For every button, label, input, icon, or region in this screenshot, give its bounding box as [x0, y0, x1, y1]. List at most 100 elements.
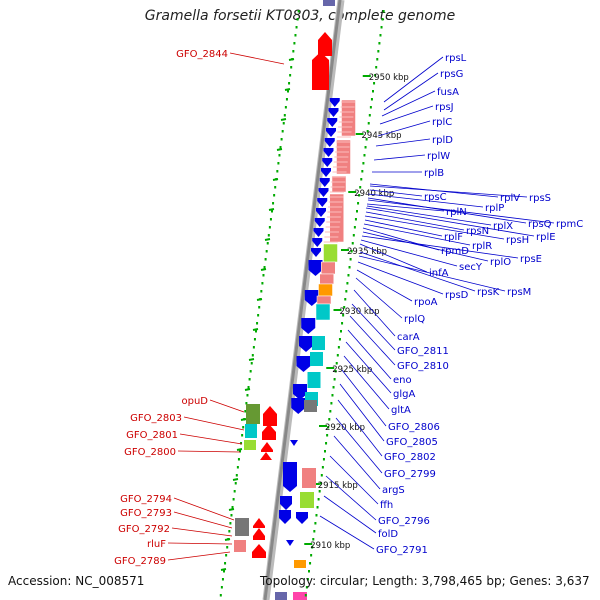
right-outer-dots [325, 442, 328, 445]
right-outer-dots [340, 330, 342, 333]
right-leader-line [364, 215, 505, 240]
reverse-gene-arrow [324, 138, 335, 147]
reverse-gene-arrow [301, 318, 316, 334]
reverse-gene-arrow [316, 208, 326, 217]
right-outer-dots [338, 338, 341, 341]
left-outer-dots [257, 314, 260, 317]
left-outer-dots [265, 250, 268, 253]
left-outer-dots [245, 402, 248, 405]
right-gene-label: rpsL [445, 53, 467, 64]
right-gene-label: rplR [472, 241, 492, 252]
left-outer-dots [266, 242, 269, 245]
reverse-gene-arrow [313, 228, 324, 237]
right-gene-label: folD [378, 529, 398, 540]
left-gene-label: opuD [181, 396, 208, 407]
reverse-gene-arrow [314, 218, 325, 227]
left-outer-dots [264, 258, 267, 261]
right-leader-line [347, 329, 392, 380]
gene-product-box [331, 175, 347, 193]
gene-product-box [321, 261, 336, 275]
right-outer-dots [306, 578, 309, 581]
gene-product-box [341, 99, 356, 137]
left-ring-tick [220, 568, 227, 571]
forward-gene-arrow [253, 528, 265, 540]
right-gene-label: GFO_2796 [378, 516, 430, 527]
reverse-gene-arrow [323, 148, 334, 157]
gene-product-box [329, 193, 344, 243]
right-gene-label: rplV [500, 193, 520, 204]
left-leader-line [167, 542, 233, 545]
right-leader-line [381, 90, 436, 117]
right-leader-line [319, 515, 375, 550]
gene-product-box [304, 400, 317, 412]
left-outer-dots [284, 106, 287, 109]
right-gene-label: gltA [391, 405, 411, 416]
reverse-gene-arrow [312, 238, 323, 247]
reverse-gene-arrow [293, 384, 307, 400]
right-gene-label: rpmD [441, 246, 469, 257]
right-outer-dots [354, 218, 357, 221]
right-outer-dots [345, 290, 348, 293]
left-ring-tick [272, 178, 279, 181]
right-outer-dots [331, 394, 334, 397]
right-outer-dots [367, 122, 370, 125]
left-outer-dots [229, 522, 232, 525]
left-outer-dots [221, 578, 224, 581]
right-gene-label: rpsN [466, 226, 489, 237]
right-leader-line [356, 269, 413, 302]
left-leader-line [183, 416, 245, 431]
left-gene-label: GFO_2794 [120, 494, 172, 505]
left-outer-dots [241, 434, 244, 437]
left-outer-dots [242, 426, 245, 429]
left-leader-line [173, 511, 233, 529]
left-outer-dots [276, 170, 279, 173]
gene-product-box [244, 440, 256, 450]
right-gene-label: GFO_2802 [384, 452, 436, 463]
right-outer-dots [381, 18, 384, 21]
right-gene-label: rpsH [506, 235, 529, 246]
right-leader-line [360, 239, 458, 267]
left-outer-dots [296, 18, 299, 21]
reverse-gene-arrow [304, 290, 319, 306]
left-outer-dots [297, 10, 300, 13]
forward-gene-arrow [262, 424, 276, 440]
right-outer-dots [363, 154, 366, 157]
left-outer-dots [255, 330, 257, 333]
left-outer-dots [293, 42, 296, 45]
left-outer-dots [252, 346, 255, 349]
left-outer-dots [281, 130, 284, 133]
right-leader-line [367, 197, 527, 224]
right-outer-dots [377, 50, 380, 53]
bottom-pink-feature [293, 592, 307, 600]
gene-product-box [319, 273, 334, 285]
reverse-gene-arrow [311, 248, 321, 257]
left-leader-line [229, 52, 285, 65]
left-outer-dots [246, 394, 249, 397]
left-outer-dots [249, 370, 252, 373]
right-gene-label: rplN [446, 207, 467, 218]
right-gene-label: rpoA [414, 297, 438, 308]
right-outer-dots [328, 418, 331, 421]
left-outer-dots [288, 82, 291, 85]
right-leader-line [377, 120, 431, 137]
right-gene-label: GFO_2810 [397, 361, 449, 372]
scale-label: 2940 kbp [354, 189, 394, 199]
right-leader-line [355, 277, 403, 319]
right-outer-dots [311, 546, 314, 549]
left-outer-dots [234, 482, 237, 485]
right-leader-line [361, 235, 519, 259]
right-outer-dots [368, 114, 371, 117]
right-leader-line [351, 303, 396, 351]
right-leader-line [383, 72, 439, 111]
right-outer-dots [372, 90, 374, 93]
left-outer-dots [226, 546, 229, 549]
gene-product-box [234, 540, 246, 552]
right-gene-label: GFO_2806 [388, 422, 440, 433]
right-outer-dots [332, 386, 335, 389]
left-ring-tick [232, 478, 239, 481]
right-outer-dots [330, 402, 333, 405]
left-outer-dots [261, 282, 264, 285]
right-outer-dots [375, 66, 378, 69]
right-leader-line [349, 315, 396, 366]
reverse-gene-arrow [291, 398, 306, 414]
